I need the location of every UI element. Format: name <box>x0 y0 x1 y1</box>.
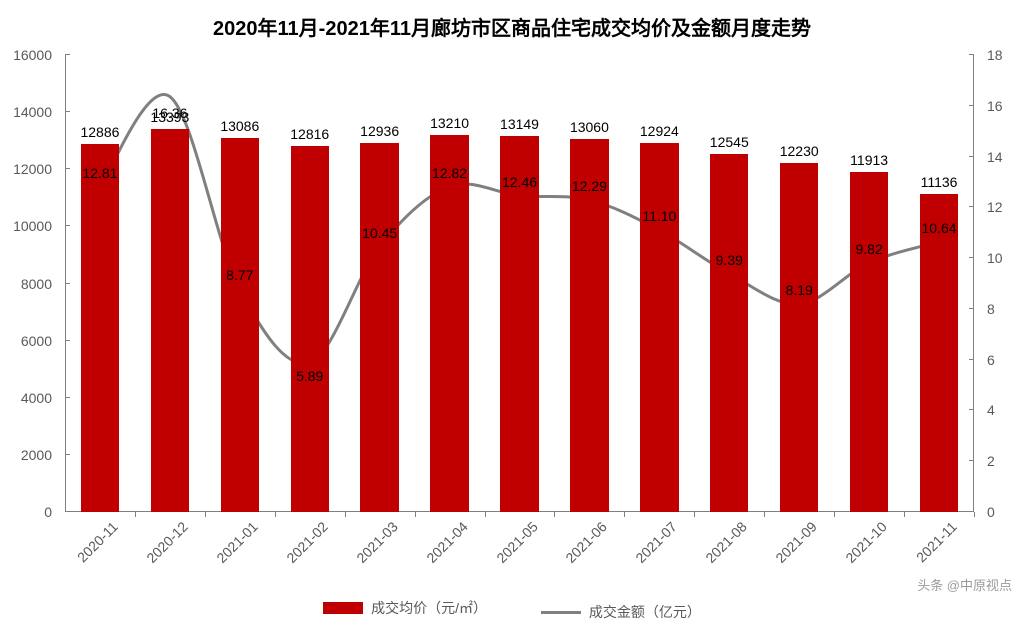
bar <box>221 138 259 512</box>
x-tick-label: 2021-10 <box>842 518 890 566</box>
y-right-tick: 2 <box>987 453 995 469</box>
bar-value-label: 13086 <box>220 118 259 134</box>
bar <box>291 146 329 512</box>
line-value-label: 12.29 <box>572 178 607 194</box>
bar-value-label: 11136 <box>921 174 958 190</box>
y-left-tick: 0 <box>44 504 52 520</box>
x-tick-label: 2021-04 <box>423 518 471 566</box>
line-value-label: 9.39 <box>716 252 743 268</box>
x-tick-label: 2020-11 <box>74 518 121 565</box>
line-value-label: 10.45 <box>362 225 397 241</box>
x-tick-label: 2021-09 <box>772 518 820 566</box>
y-left-tick: 6000 <box>21 333 52 349</box>
bar <box>151 129 189 512</box>
y-left-tick: 10000 <box>13 218 52 234</box>
x-tick-label: 2020-12 <box>143 518 191 566</box>
bar-value-label: 12924 <box>640 123 679 139</box>
x-tick-label: 2021-03 <box>353 518 401 566</box>
y-right-tick: 14 <box>987 149 1003 165</box>
bar <box>500 136 538 512</box>
x-tick-label: 2021-08 <box>703 518 751 566</box>
line-value-label: 12.81 <box>82 165 117 181</box>
y-right-tick: 18 <box>987 47 1003 63</box>
y-right-tick: 8 <box>987 301 995 317</box>
bar-value-label: 13060 <box>570 119 609 135</box>
bar-value-label: 13210 <box>430 115 469 131</box>
y-left-tick: 4000 <box>21 390 52 406</box>
bar <box>81 144 119 512</box>
bar-value-label: 11913 <box>850 152 888 168</box>
legend: 成交均价（元/㎡） 成交金额（亿元） <box>0 598 1024 623</box>
y-axis-left: 0200040006000800010000120001400016000 <box>0 55 60 512</box>
y-right-tick: 4 <box>987 402 995 418</box>
bar <box>710 154 748 512</box>
x-tick-label: 2021-07 <box>633 518 681 566</box>
y-left-tick: 12000 <box>13 161 52 177</box>
x-tick-label: 2021-06 <box>563 518 611 566</box>
y-left-tick: 14000 <box>13 104 52 120</box>
y-right-tick: 10 <box>987 250 1003 266</box>
chart-title: 2020年11月-2021年11月廊坊市区商品住宅成交均价及金额月度走势 <box>0 0 1024 41</box>
x-tick-label: 2021-02 <box>283 518 331 566</box>
legend-swatch-line <box>541 611 581 614</box>
bar <box>360 143 398 512</box>
legend-bar-label: 成交均价（元/㎡） <box>371 598 487 618</box>
bar <box>850 172 888 512</box>
bar <box>570 139 608 512</box>
x-tick-label: 2021-01 <box>213 518 261 566</box>
line-value-label: 9.82 <box>855 241 882 257</box>
bar-value-label: 12886 <box>80 124 119 140</box>
y-right-tick: 6 <box>987 352 995 368</box>
bar-value-label: 12230 <box>780 143 819 159</box>
plot-area: 128862020-11133932020-12130862021-011281… <box>65 55 974 512</box>
line-value-label: 10.64 <box>922 220 957 236</box>
y-left-tick: 2000 <box>21 447 52 463</box>
line-value-label: 5.89 <box>296 368 323 384</box>
chart-container: 2020年11月-2021年11月廊坊市区商品住宅成交均价及金额月度走势 020… <box>0 0 1024 632</box>
legend-line-label: 成交金额（亿元） <box>589 602 701 622</box>
line-value-label: 8.19 <box>786 282 813 298</box>
y-right-tick: 16 <box>987 98 1003 114</box>
line-value-label: 16.36 <box>152 105 187 121</box>
x-tick-label: 2021-05 <box>493 518 541 566</box>
bar <box>430 135 468 512</box>
bar-value-label: 12545 <box>710 134 749 150</box>
x-tick-label: 2021-11 <box>913 518 960 565</box>
legend-swatch-bar <box>323 602 363 614</box>
y-right-tick: 12 <box>987 199 1003 215</box>
bar <box>920 194 958 512</box>
line-value-label: 8.77 <box>226 267 253 283</box>
line-value-label: 12.46 <box>502 174 537 190</box>
legend-item-line: 成交金额（亿元） <box>541 602 701 622</box>
bar <box>780 163 818 512</box>
watermark: 头条 @中原视点 <box>917 575 1012 594</box>
bar-value-label: 13149 <box>500 116 539 132</box>
bar-value-label: 12936 <box>360 123 399 139</box>
y-axis-right: 024681012141618 <box>979 55 1024 512</box>
bar-value-label: 12816 <box>290 126 329 142</box>
bar <box>640 143 678 512</box>
line-value-label: 11.10 <box>642 208 676 224</box>
y-right-tick: 0 <box>987 504 995 520</box>
y-left-tick: 8000 <box>21 276 52 292</box>
y-left-tick: 16000 <box>13 47 52 63</box>
legend-item-bar: 成交均价（元/㎡） <box>323 598 487 618</box>
line-value-label: 12.82 <box>432 165 467 181</box>
